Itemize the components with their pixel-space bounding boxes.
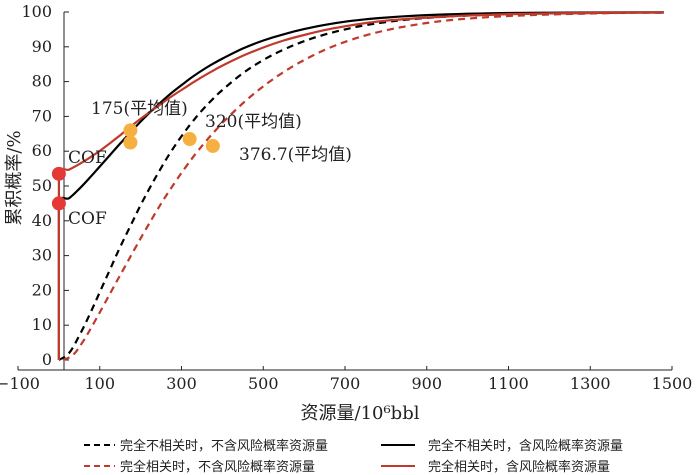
x-tick-label: −100: [0, 374, 40, 393]
y-axis-title: 累积概率/%: [4, 130, 25, 225]
x-tick-label: 300: [166, 374, 197, 393]
series-line-2: [62, 11, 664, 362]
x-tick-label: 700: [330, 374, 361, 393]
marker-point-0: [51, 166, 66, 181]
mean-320-label: 320(平均值): [205, 112, 302, 132]
marker-point-1: [51, 196, 66, 211]
legend-label-3: 完全相关时，含风险概率资源量: [428, 459, 610, 475]
marker-point-3: [123, 135, 138, 150]
y-ticks: 0 10 20 30 40 50 60 70 80 90 100: [21, 2, 69, 369]
legend-label-0: 完全不相关时，不含风险概率资源量: [120, 438, 328, 454]
cof-lower-label: COF: [68, 209, 107, 229]
cof-upper-label: COF: [68, 148, 107, 168]
marker-point-2: [123, 123, 138, 138]
y-tick-label: 80: [32, 72, 52, 91]
series-line-0: [58, 11, 664, 361]
legend: 完全不相关时，不含风险概率资源量 完全不相关时，含风险概率资源量 完全相关时，不…: [84, 438, 623, 475]
marker-point-5: [205, 138, 220, 153]
y-tick-label: 30: [32, 246, 52, 265]
y-tick-label: 20: [32, 280, 52, 299]
marker-layer: [51, 123, 220, 211]
x-ticks: −100 100 300 500 700 900 1100 1300 1500: [0, 366, 692, 393]
series-line-1: [57, 11, 664, 360]
y-tick-label: 60: [32, 141, 52, 160]
x-tick-label: 1300: [570, 374, 611, 393]
series-line-3: [57, 11, 664, 360]
legend-label-1: 完全不相关时，含风险概率资源量: [428, 438, 623, 454]
mean-175-label: 175(平均值): [91, 99, 188, 119]
x-tick-label: 900: [411, 374, 442, 393]
y-tick-label: 100: [21, 2, 52, 21]
y-tick-label: 70: [32, 106, 52, 125]
y-tick-label: 90: [32, 37, 52, 56]
y-tick-label: 10: [32, 315, 52, 334]
legend-label-2: 完全相关时，不含风险概率资源量: [120, 459, 315, 475]
x-tick-label: 1500: [652, 374, 693, 393]
marker-point-4: [182, 132, 197, 147]
x-axis-title: 资源量/10⁶bbl: [301, 403, 420, 424]
mean-3767-label: 376.7(平均值): [239, 145, 352, 165]
x-tick-label: 1100: [488, 374, 529, 393]
y-tick-label: 50: [32, 176, 52, 195]
y-tick-label: 40: [32, 211, 52, 230]
x-tick-label: 100: [84, 374, 115, 393]
y-tick-label: 0: [42, 350, 52, 369]
series-layer: [57, 11, 664, 362]
x-tick-label: 500: [248, 374, 279, 393]
